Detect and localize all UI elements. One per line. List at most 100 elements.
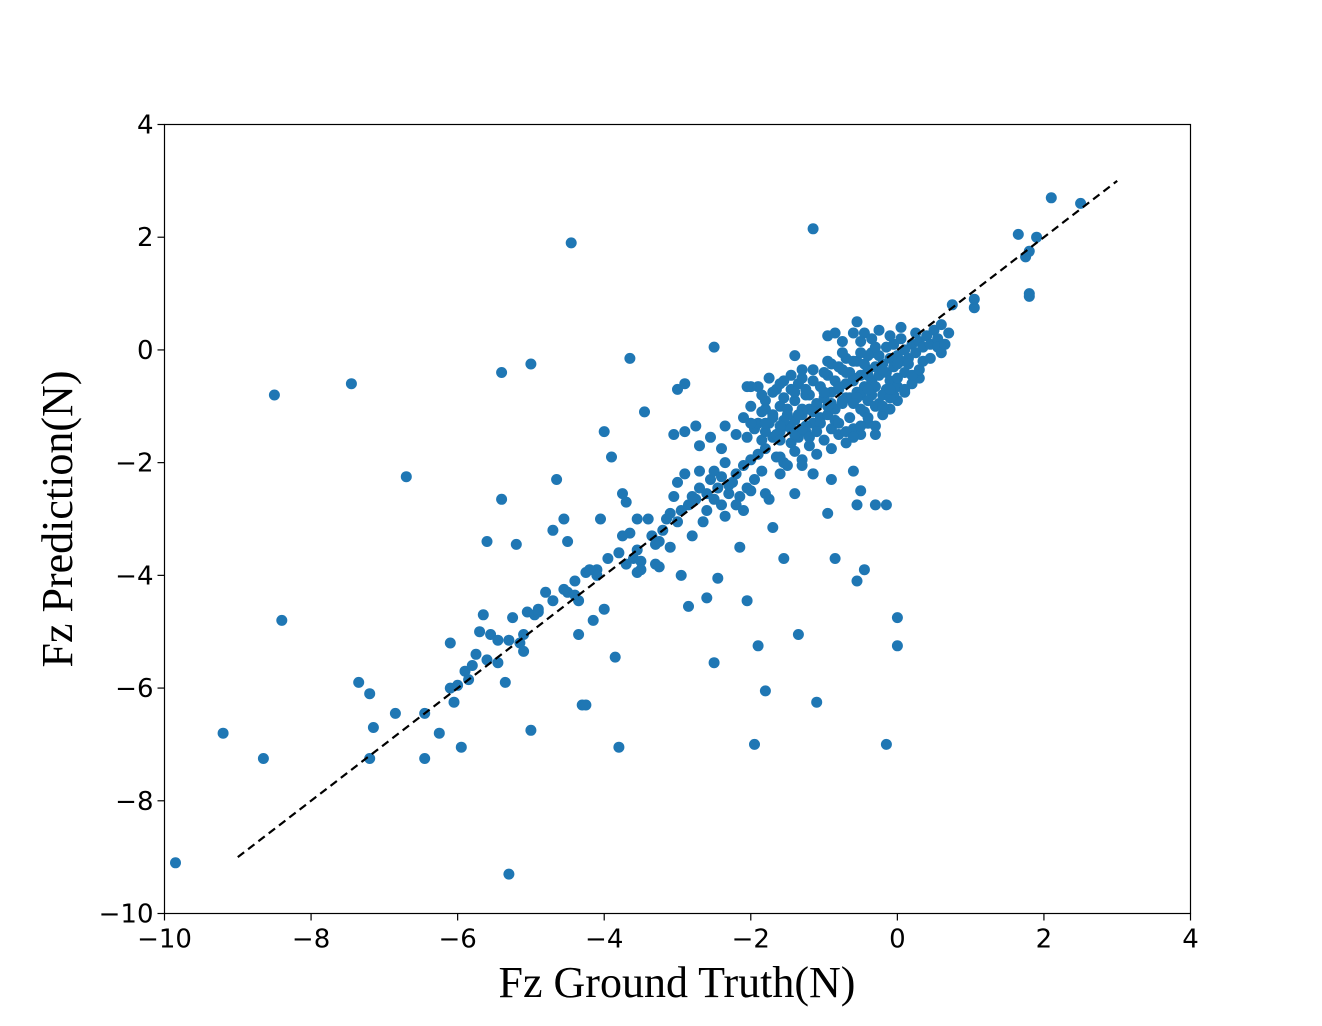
- scatter-point: [686, 530, 698, 542]
- scatter-point: [855, 485, 867, 497]
- scatter-point: [836, 395, 848, 407]
- scatter-point: [899, 383, 911, 395]
- scatter-point: [774, 420, 786, 432]
- scatter-point: [598, 603, 610, 615]
- scatter-point: [847, 327, 859, 339]
- scatter-point: [789, 386, 801, 398]
- scatter-point: [569, 589, 581, 601]
- scatter-point: [869, 499, 881, 511]
- scatter-point: [756, 465, 768, 477]
- scatter-point: [789, 395, 801, 407]
- x-tick-label: −4: [585, 925, 623, 955]
- y-tick-label: −6: [115, 674, 153, 704]
- scatter-point: [811, 448, 823, 460]
- scatter-point: [686, 491, 698, 502]
- scatter-point: [749, 738, 760, 750]
- scatter-point: [756, 434, 768, 446]
- scatter-point: [767, 386, 779, 398]
- scatter-point: [869, 341, 881, 353]
- scatter-point: [668, 491, 680, 502]
- scatter-point: [792, 409, 804, 421]
- x-tick-label: −6: [438, 925, 476, 955]
- scatter-point: [807, 364, 819, 376]
- scatter-point: [562, 536, 574, 547]
- scatter-point: [778, 392, 790, 404]
- y-tick-label: −4: [115, 561, 153, 591]
- scatter-point: [851, 575, 863, 587]
- scatter-point: [851, 499, 863, 511]
- scatter-point: [811, 696, 823, 708]
- scatter-point: [364, 688, 376, 700]
- scatter-point: [818, 367, 830, 378]
- scatter-point: [869, 429, 881, 440]
- scatter-point: [873, 350, 885, 362]
- scatter-point: [833, 361, 845, 373]
- scatter-point: [664, 507, 676, 519]
- scatter-point: [613, 547, 625, 559]
- scatter-point: [811, 426, 823, 438]
- scatter-point: [869, 420, 881, 432]
- scatter-point: [565, 237, 577, 249]
- scatter-point: [880, 738, 892, 750]
- scatter-point: [803, 440, 815, 452]
- scatter-point: [470, 648, 482, 660]
- scatter-point: [807, 406, 819, 418]
- x-axis-title: Fz Ground Truth(N): [499, 958, 856, 1007]
- scatter-point: [741, 381, 753, 393]
- scatter-point: [968, 293, 980, 305]
- scatter-point: [455, 741, 467, 753]
- scatter-point: [814, 417, 826, 429]
- scatter-point: [701, 505, 713, 516]
- scatter-point: [796, 364, 808, 376]
- scatter-point: [617, 488, 628, 500]
- scatter-point: [525, 358, 537, 370]
- scatter-point: [496, 367, 508, 378]
- y-tick-label: 2: [137, 223, 154, 253]
- scatter-point: [847, 465, 859, 477]
- scatter-point: [170, 857, 181, 869]
- scatter-point: [902, 358, 914, 370]
- scatter-point: [694, 465, 705, 477]
- scatter-point: [719, 420, 731, 432]
- scatter-point: [257, 753, 269, 764]
- scatter-point: [880, 499, 892, 511]
- scatter-point: [862, 369, 874, 381]
- scatter-point: [774, 378, 786, 390]
- scatter-point: [664, 541, 676, 553]
- scatter-point: [268, 389, 280, 401]
- scatter-point: [833, 417, 845, 429]
- scatter-point: [477, 609, 489, 621]
- scatter-point: [708, 341, 720, 353]
- scatter-point: [1012, 228, 1024, 240]
- scatter-point: [716, 443, 727, 455]
- scatter-point: [532, 603, 544, 615]
- scatter-point: [891, 612, 903, 624]
- x-tick-label: 4: [1182, 925, 1199, 955]
- scatter-point: [518, 629, 530, 640]
- scatter-point: [866, 333, 878, 345]
- scatter-point: [792, 629, 804, 640]
- scatter-point: [683, 600, 694, 612]
- scatter-point: [679, 468, 691, 480]
- scatter-point: [613, 741, 625, 753]
- scatter-point: [353, 676, 365, 688]
- scatter-point: [558, 513, 570, 525]
- scatter-point: [759, 426, 771, 438]
- scatter-point: [609, 651, 621, 663]
- scatter-point: [569, 575, 581, 587]
- scatter-point: [705, 431, 716, 443]
- scatter-point: [759, 443, 771, 455]
- scatter-point: [499, 676, 511, 688]
- scatter-point: [679, 426, 691, 438]
- scatter-point: [774, 468, 786, 480]
- scatter-point: [723, 488, 735, 500]
- scatter-point: [756, 389, 768, 401]
- scatter-point: [345, 378, 357, 390]
- scatter-point: [825, 474, 837, 485]
- scatter-point: [738, 505, 749, 516]
- scatter-point: [419, 753, 431, 764]
- scatter-point: [1031, 231, 1043, 243]
- scatter-point: [745, 400, 757, 412]
- y-tick-label: −10: [99, 900, 154, 930]
- scatter-point: [873, 324, 885, 336]
